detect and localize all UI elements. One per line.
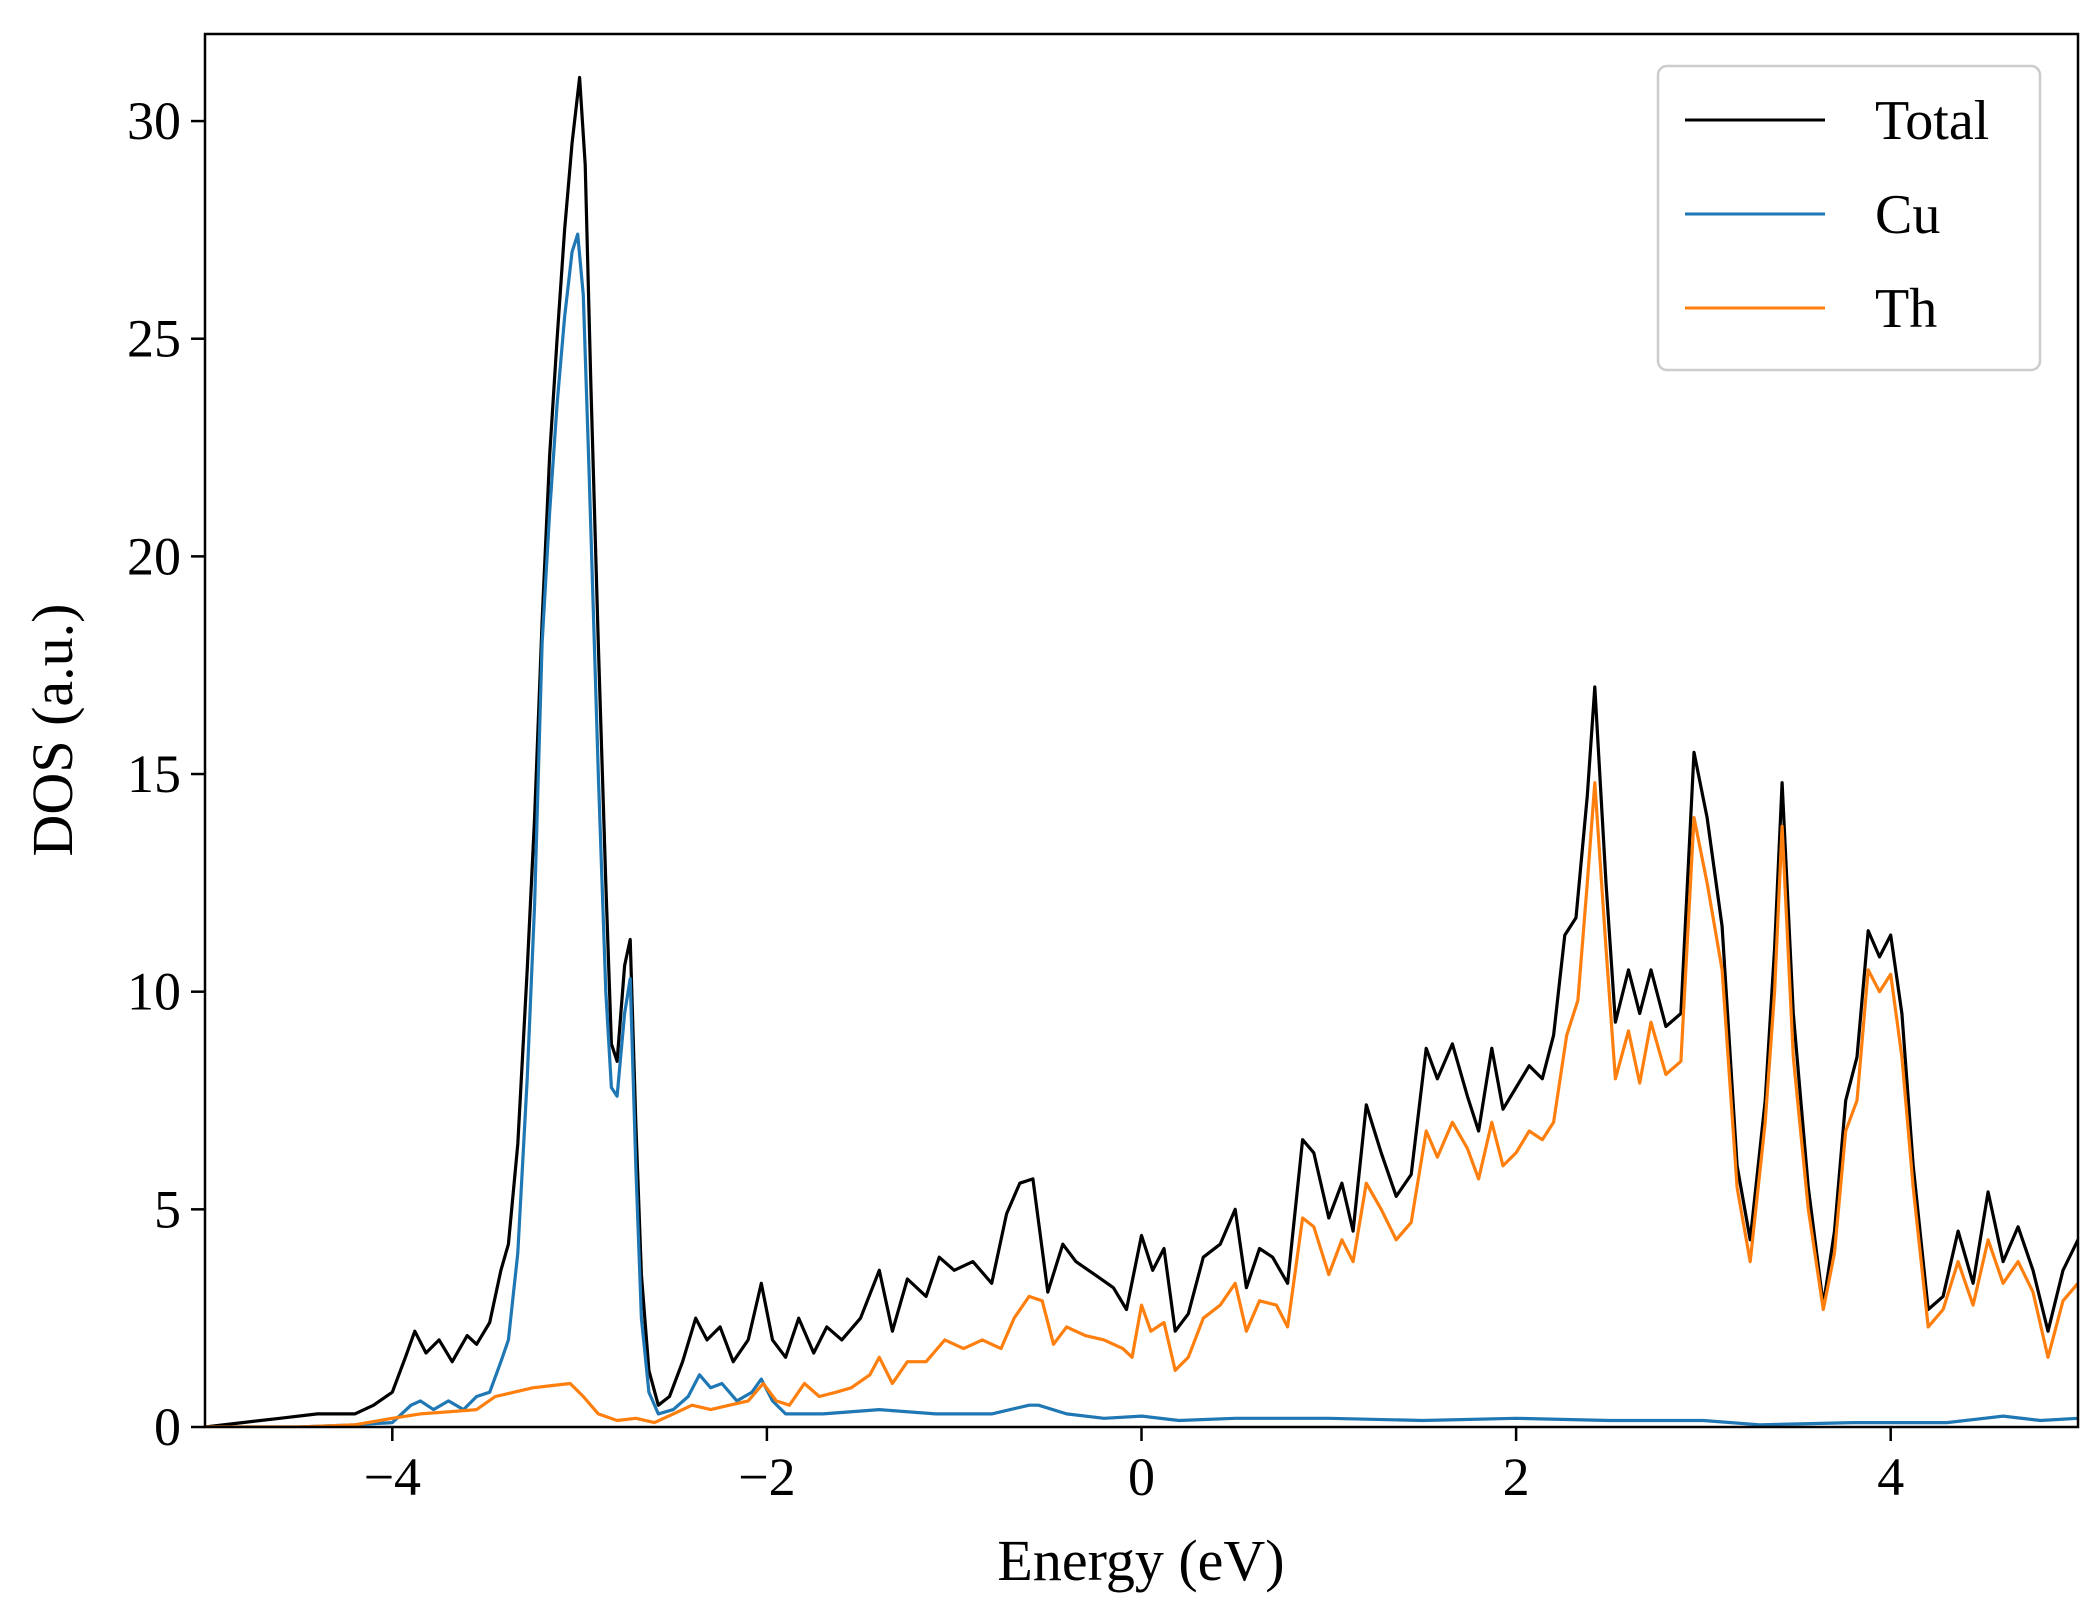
x-tick-label: −2 — [738, 1447, 795, 1507]
legend: Total Cu Th — [1656, 64, 2042, 372]
legend-label-th: Th — [1875, 278, 1937, 340]
y-tick-label: 0 — [154, 1397, 181, 1457]
y-tick-label: 5 — [154, 1179, 181, 1239]
y-tick-label: 10 — [127, 962, 181, 1022]
series-layer — [205, 75, 2078, 1427]
legend-label-cu: Cu — [1875, 184, 1940, 246]
legend-label-total: Total — [1875, 90, 1989, 152]
x-axis-title: Energy (eV) — [997, 1528, 1284, 1593]
x-tick-label: 2 — [1503, 1447, 1530, 1507]
legend-box — [1656, 64, 2042, 372]
plot-frame — [203, 32, 2080, 1429]
x-tick-label: −4 — [364, 1447, 421, 1507]
series-line-th — [205, 781, 2078, 1427]
series-line-total — [205, 75, 2078, 1427]
y-axis-title: DOS (a.u.) — [20, 604, 85, 857]
series-line-cu — [205, 232, 2078, 1427]
x-tick-label: 4 — [1877, 1447, 1904, 1507]
y-axis-ticks: 0 5 10 15 20 25 30 — [127, 91, 205, 1457]
y-tick-label: 15 — [127, 744, 181, 804]
x-axis-ticks: −4 −2 0 2 4 — [364, 1427, 1904, 1507]
x-tick-label: 0 — [1128, 1447, 1155, 1507]
y-tick-label: 25 — [127, 309, 181, 369]
y-tick-label: 30 — [127, 91, 181, 151]
y-tick-label: 20 — [127, 526, 181, 586]
